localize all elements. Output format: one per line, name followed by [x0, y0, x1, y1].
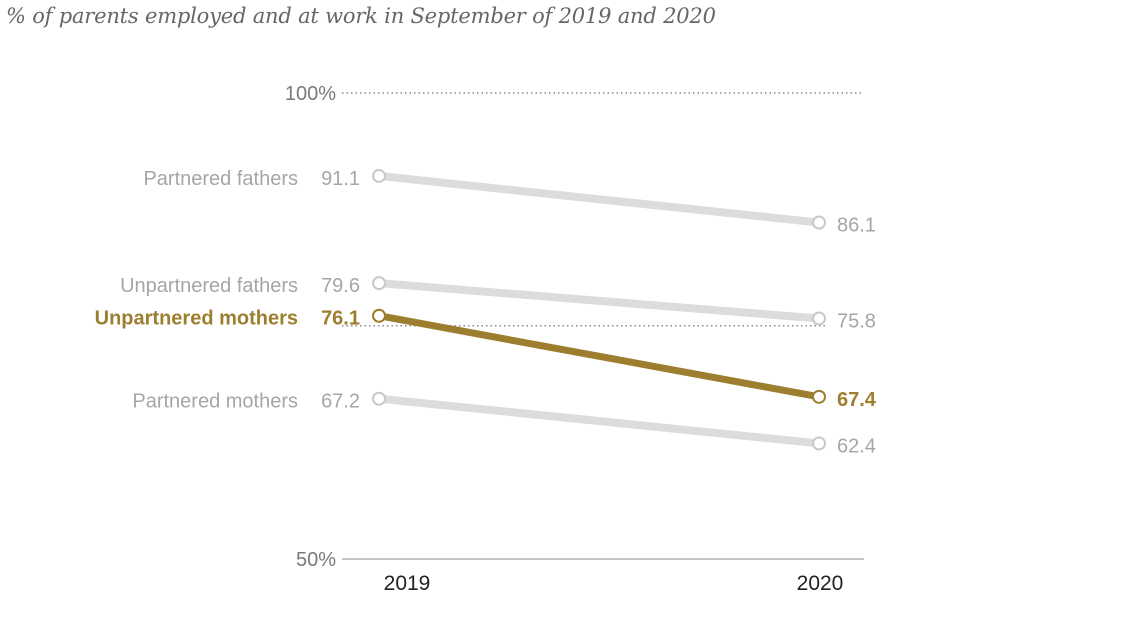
value-label-partnered-mothers-2019: 67.2	[321, 391, 360, 413]
series-line-partnered-fathers	[375, 171, 823, 227]
x-tick-label-2019: 2019	[384, 572, 431, 595]
y-tick-label-100: 100%	[285, 83, 336, 105]
point-partnered-fathers-2019	[372, 168, 386, 183]
point-unpartnered-fathers-2019	[372, 276, 386, 291]
point-partnered-fathers-2020	[812, 215, 826, 230]
series-name-unpartnered-fathers: Unpartnered fathers	[120, 275, 298, 297]
series-line-unpartnered-fathers	[375, 279, 823, 323]
axis-layer: 100% 50% 2019 2020	[285, 83, 864, 595]
series-name-unpartnered-mothers: Unpartnered mothers	[95, 308, 298, 330]
y-tick-label-50: 50%	[296, 549, 336, 571]
point-unpartnered-mothers-2019	[372, 308, 386, 323]
series-name-partnered-fathers: Partnered fathers	[143, 168, 298, 190]
series-lines	[375, 171, 823, 448]
point-unpartnered-fathers-2020	[812, 311, 826, 326]
point-partnered-mothers-2020	[812, 436, 826, 451]
value-label-unpartnered-fathers-2020: 75.8	[837, 311, 876, 333]
point-unpartnered-mothers-2020	[812, 389, 826, 404]
point-partnered-mothers-2019	[372, 391, 386, 406]
series-name-partnered-mothers: Partnered mothers	[132, 391, 298, 413]
value-label-unpartnered-fathers-2019: 79.6	[321, 275, 360, 297]
value-label-partnered-fathers-2019: 91.1	[321, 168, 360, 190]
x-tick-label-2020: 2020	[797, 572, 844, 595]
value-label-unpartnered-mothers-2019: 76.1	[321, 308, 360, 330]
value-label-partnered-fathers-2020: 86.1	[837, 215, 876, 237]
series-line-unpartnered-mothers	[375, 312, 823, 401]
series-line-partnered-mothers	[375, 394, 823, 448]
series-labels: Partnered fathers 91.1 86.1 Unpartnered fat…	[95, 168, 877, 457]
value-label-unpartnered-mothers-2020: 67.4	[837, 389, 877, 411]
series-markers	[372, 168, 826, 451]
chart-subtitle: % of parents employed and at work in Sep…	[6, 4, 716, 28]
value-label-partnered-mothers-2020: 62.4	[837, 435, 876, 457]
